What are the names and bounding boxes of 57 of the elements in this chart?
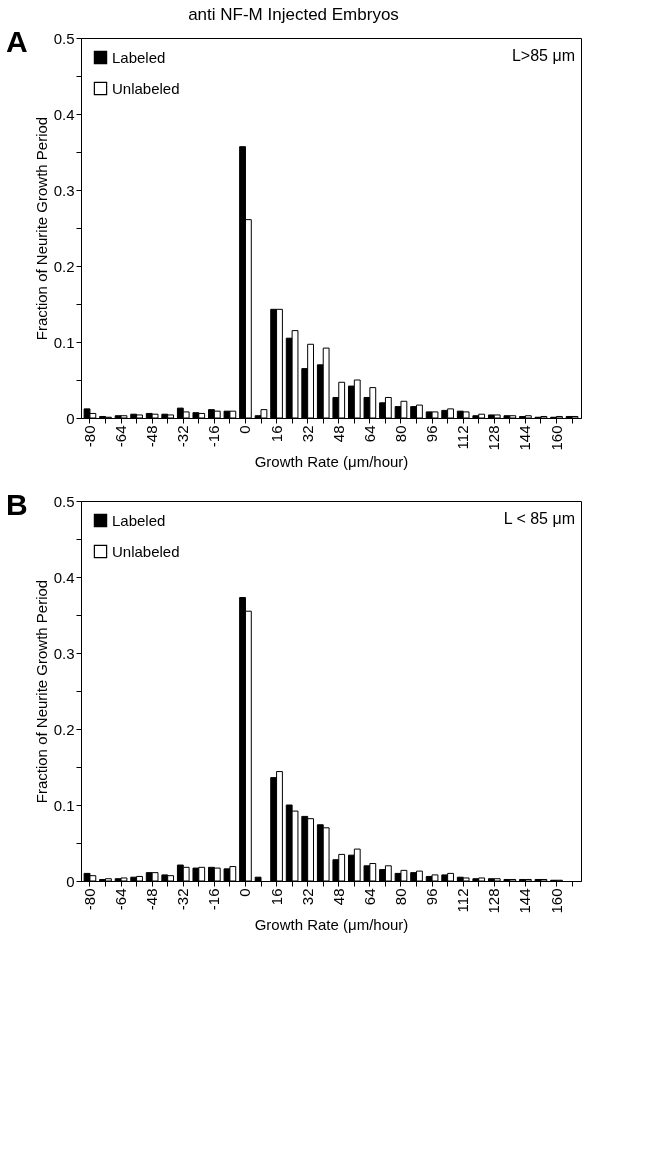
y-tick-label: 0.4 [53,105,75,123]
x-tick-label: 112 [454,425,472,450]
chart-title: anti NF-M Injected Embryos [188,4,399,24]
x-tick-label: -64 [112,425,130,448]
x-tick-label: 160 [547,888,565,914]
text: B [6,488,28,521]
y-tick-label: 0.1 [53,796,75,814]
x-tick-label: -16 [205,425,223,448]
x-tick-label: 144 [516,425,534,451]
y-tick-label: 0.2 [53,257,75,275]
x-tick-label: 0 [236,425,254,434]
text: A [6,25,28,58]
x-tick-label: -80 [80,425,98,448]
x-tick-label: 128 [485,425,503,451]
x-tick-label: 48 [329,425,347,443]
x-tick-label: -48 [143,888,161,911]
x-tick-label: -32 [174,425,192,448]
annotation: L < 85 μm [503,510,575,527]
legend-label: Labeled [112,511,166,529]
x-tick-label: 0 [236,888,254,897]
x-tick-label: 16 [267,888,285,906]
legend-label: Unlabeled [112,79,180,97]
x-tick-label: 96 [423,888,441,906]
x-tick-label: 80 [391,888,409,906]
x-tick-label: 144 [516,888,534,914]
x-tick-label: -48 [143,425,161,448]
x-tick-label: 128 [485,888,503,914]
x-tick-label: 64 [360,425,378,443]
x-tick-label: 48 [329,888,347,906]
x-axis-title: Growth Rate (μm/hour) [254,915,409,933]
y-tick-label: 0.2 [53,720,75,738]
x-tick-label: 32 [298,425,316,443]
y-tick-label: 0 [66,409,75,427]
y-tick-label: 0.3 [53,181,75,199]
x-tick-label: 32 [298,888,316,906]
x-tick-label: 112 [454,888,472,913]
y-tick-label: 0 [66,872,75,890]
x-tick-label: 80 [391,425,409,443]
y-axis-title: Fraction of Neurite Growth Period [32,116,50,341]
y-axis-title: Fraction of Neurite Growth Period [32,579,50,804]
x-tick-label: 16 [267,425,285,443]
legend-label: Unlabeled [112,542,180,560]
legend-label: Labeled [112,48,166,66]
y-tick-label: 0.5 [53,492,75,510]
x-tick-label: -32 [174,888,192,911]
x-tick-label: 96 [423,425,441,443]
annotation: L>85 μm [511,47,575,64]
y-tick-label: 0.3 [53,644,75,662]
x-tick-label: 64 [360,888,378,906]
x-axis-title: Growth Rate (μm/hour) [254,452,409,470]
y-tick-label: 0.5 [53,29,75,47]
x-tick-label: -80 [80,888,98,911]
x-tick-label: -16 [205,888,223,911]
y-tick-label: 0.4 [53,568,75,586]
x-tick-label: -64 [112,888,130,911]
x-tick-label: 160 [547,425,565,451]
y-tick-label: 0.1 [53,333,75,351]
